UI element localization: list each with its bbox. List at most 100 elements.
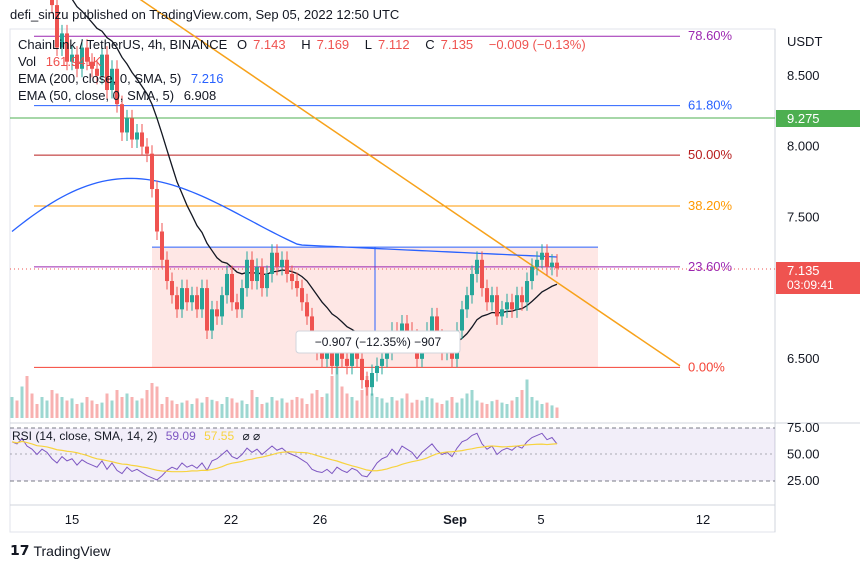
- fib-label-23.60%: 23.60%: [688, 259, 733, 274]
- measure-label-bg: [295, 330, 461, 354]
- rsi-legend[interactable]: RSI (14, close, SMA, 14, 2) 59.09 57.55 …: [12, 429, 265, 443]
- candle-body: [255, 266, 259, 282]
- current-price-text: 7.135: [787, 263, 820, 278]
- candle-body: [540, 252, 544, 260]
- fib-label-50.00%: 50.00%: [688, 147, 733, 162]
- volume-bar: [70, 398, 74, 418]
- time-tick-label: Sep: [443, 512, 467, 527]
- volume-bar: [130, 397, 134, 418]
- candle-body: [335, 344, 339, 366]
- rsi-ma-line: [11, 440, 558, 473]
- volume-bar: [365, 376, 369, 418]
- volume-bar: [20, 386, 24, 418]
- volume-bar: [315, 390, 319, 418]
- volume-bar: [455, 402, 459, 418]
- candle-body: [290, 273, 294, 282]
- candle-body: [375, 365, 379, 374]
- ema50-legend[interactable]: EMA (50, close, 0, SMA, 5) 6.908: [18, 88, 222, 103]
- volume-bar: [225, 397, 229, 418]
- marked-price-text: 9.275: [787, 111, 820, 126]
- rsi-hidden-icon[interactable]: ⌀ ⌀: [242, 429, 261, 443]
- volume-bar: [550, 405, 554, 418]
- volume-bar: [60, 397, 64, 418]
- volume-bar: [295, 397, 299, 418]
- candle-body: [230, 273, 234, 303]
- price-tick-label: 8.000: [787, 139, 820, 154]
- candle-body: [545, 252, 549, 267]
- volume-bar: [525, 379, 529, 418]
- volume-bar: [555, 407, 559, 418]
- volume-legend[interactable]: Vol 161.941K: [18, 54, 107, 69]
- volume-bar: [425, 397, 429, 418]
- volume-bar: [540, 404, 544, 418]
- countdown-text: 03:09:41: [787, 278, 834, 292]
- volume-bar: [305, 404, 309, 418]
- volume-bar: [80, 402, 84, 418]
- candle-body: [175, 295, 179, 310]
- volume-bar: [385, 402, 389, 418]
- volume-bar: [410, 402, 414, 418]
- rsi-tick-label: 25.00: [787, 473, 820, 488]
- volume-bar: [190, 404, 194, 418]
- candle-body: [150, 153, 154, 190]
- volume-bar: [170, 400, 174, 418]
- candle-body: [300, 288, 304, 303]
- volume-bar: [470, 390, 474, 418]
- ema200-value: 7.216: [190, 71, 224, 86]
- volume-value: 161.941K: [45, 54, 102, 69]
- volume-bar: [40, 397, 44, 418]
- volume-bar: [495, 399, 499, 418]
- volume-bar: [45, 400, 49, 418]
- volume-bar: [180, 402, 184, 418]
- volume-bar: [345, 393, 349, 418]
- candle-body: [55, 5, 59, 48]
- price-tick-label: 6.500: [787, 351, 820, 366]
- symbol-legend[interactable]: ChainLink / TetherUS, 4h, BINANCE O 7.143…: [18, 37, 592, 52]
- time-axis[interactable]: 15 22 26 Sep 5 12: [65, 512, 710, 527]
- candle-body: [280, 259, 284, 267]
- candle-body: [200, 288, 204, 310]
- candle-body: [85, 47, 89, 62]
- volume-bar: [290, 399, 294, 418]
- volume-bar: [460, 398, 464, 418]
- candle-body: [235, 302, 239, 310]
- ema200-line: [11, 177, 558, 258]
- volume-bar: [440, 404, 444, 418]
- candle-body: [435, 316, 439, 338]
- candle-body: [75, 54, 79, 69]
- volume-bar: [210, 399, 214, 418]
- volume-bar: [360, 390, 364, 418]
- volume-bar: [90, 400, 94, 418]
- volume-bar: [395, 400, 399, 418]
- volume-bar: [420, 400, 424, 418]
- candle-body: [530, 266, 534, 282]
- tradingview-logo-icon: 𝟭𝟳: [10, 542, 30, 558]
- candle-body: [465, 295, 469, 310]
- candle-body: [260, 266, 264, 289]
- ohlc-change: −0.009 (−0.13%): [488, 37, 586, 52]
- volume-bar: [105, 393, 109, 418]
- volume-bar: [205, 397, 209, 418]
- candle-body: [145, 146, 149, 154]
- volume-bar: [445, 400, 449, 418]
- candle-body: [470, 273, 474, 296]
- candle-body: [520, 295, 524, 303]
- volume-bar: [515, 397, 519, 418]
- current-price-tag: [776, 262, 860, 294]
- volume-bar: [355, 400, 359, 418]
- candle-body: [190, 295, 194, 303]
- rsi-ma-value: 57.55: [204, 429, 235, 443]
- ohlc-open: O 7.143: [236, 37, 286, 52]
- symbol-name[interactable]: ChainLink / TetherUS, 4h, BINANCE: [18, 37, 228, 52]
- candle-body: [370, 373, 374, 388]
- rsi-axis: 25.00 50.00 75.00: [787, 420, 820, 488]
- volume-bar: [10, 397, 14, 418]
- candle-body: [350, 351, 354, 366]
- ema200-legend[interactable]: EMA (200, close, 0, SMA, 5) 7.216: [18, 71, 229, 86]
- volume-bar: [350, 397, 354, 418]
- ohlc-high: H 7.169: [301, 37, 350, 52]
- volume-bar: [510, 400, 514, 418]
- candle-body: [275, 252, 279, 267]
- candle-body: [70, 54, 74, 62]
